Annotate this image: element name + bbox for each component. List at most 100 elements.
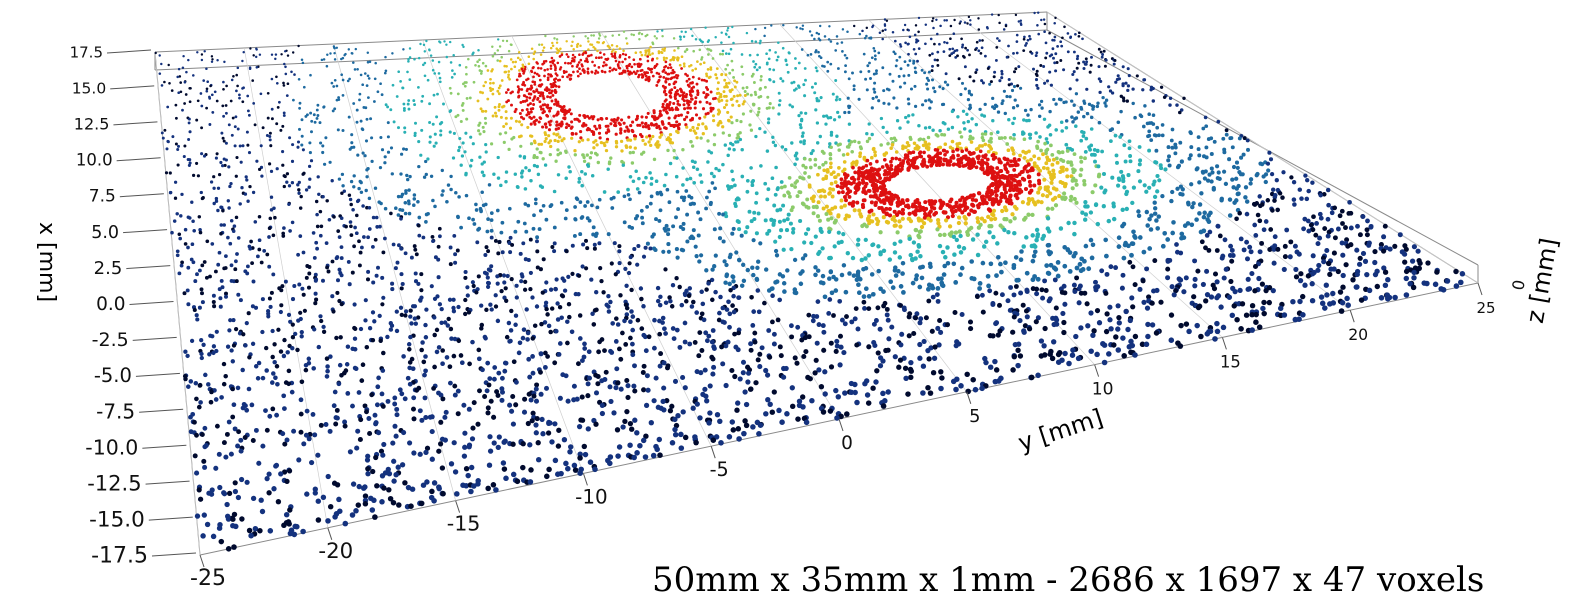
data-point — [675, 120, 678, 123]
data-point — [1012, 133, 1016, 137]
data-point — [753, 66, 756, 69]
data-point — [215, 157, 218, 160]
data-point — [584, 266, 588, 270]
data-point — [591, 43, 594, 46]
data-point — [338, 177, 341, 180]
data-point — [1012, 231, 1016, 235]
data-point — [527, 258, 531, 262]
data-point — [563, 117, 566, 120]
data-point — [526, 89, 529, 92]
data-point — [870, 133, 873, 136]
data-point — [525, 307, 529, 311]
data-point — [1043, 30, 1046, 33]
data-point — [611, 69, 614, 72]
data-point — [1170, 190, 1174, 194]
data-point — [334, 336, 338, 340]
data-point — [598, 37, 600, 39]
data-point — [161, 84, 164, 87]
data-point — [186, 246, 190, 250]
data-point — [491, 46, 493, 48]
data-point — [624, 284, 628, 288]
data-point — [494, 239, 498, 243]
data-point — [573, 118, 576, 121]
data-point — [1174, 146, 1178, 150]
data-point — [424, 160, 427, 163]
data-point — [336, 229, 340, 233]
data-point — [978, 108, 981, 111]
data-point — [436, 93, 439, 96]
data-point — [860, 224, 864, 228]
data-point — [371, 310, 375, 314]
data-point — [641, 121, 644, 124]
data-point — [848, 77, 851, 80]
data-point — [684, 189, 688, 193]
data-point — [824, 212, 828, 216]
data-point — [529, 93, 532, 96]
data-point — [621, 61, 624, 64]
data-point — [544, 35, 546, 37]
data-point — [505, 117, 508, 120]
data-point — [706, 281, 710, 285]
data-point — [922, 221, 926, 225]
data-point — [174, 197, 177, 200]
data-point — [875, 95, 878, 98]
data-point — [295, 348, 299, 352]
data-point — [379, 82, 382, 85]
data-point — [558, 85, 561, 88]
data-point — [746, 86, 749, 89]
data-point — [192, 260, 196, 264]
data-point — [532, 67, 535, 70]
data-point — [1170, 139, 1174, 143]
data-point — [420, 100, 423, 103]
data-point — [642, 255, 646, 259]
data-point — [864, 191, 868, 195]
data-point — [817, 200, 821, 204]
data-point — [760, 75, 763, 78]
data-point — [297, 283, 301, 287]
data-point — [833, 221, 837, 225]
data-point — [920, 225, 924, 229]
data-point — [452, 54, 455, 57]
data-point — [465, 285, 469, 289]
data-point — [1010, 164, 1014, 168]
data-point — [1047, 229, 1051, 233]
data-point — [689, 82, 692, 85]
data-point — [381, 148, 384, 151]
data-point — [967, 120, 970, 123]
data-point — [579, 200, 583, 204]
data-point — [572, 54, 575, 57]
data-point — [371, 338, 375, 342]
data-point — [1086, 112, 1089, 115]
data-point — [963, 56, 966, 59]
data-point — [452, 156, 455, 159]
data-point — [430, 175, 433, 178]
data-point — [450, 61, 453, 64]
data-point — [449, 110, 452, 113]
data-point — [1028, 136, 1032, 140]
data-point — [850, 150, 854, 154]
data-point — [989, 140, 993, 144]
data-point — [578, 232, 582, 236]
data-point — [384, 72, 387, 75]
data-point — [740, 65, 743, 68]
data-point — [952, 156, 956, 160]
data-point — [672, 72, 675, 75]
data-point — [647, 140, 650, 143]
data-point — [1040, 19, 1042, 21]
data-point — [841, 50, 844, 53]
data-point — [750, 266, 754, 270]
data-point — [186, 288, 190, 292]
data-point — [561, 75, 564, 78]
data-point — [477, 49, 480, 52]
data-point — [298, 128, 301, 131]
data-point — [731, 143, 734, 146]
data-point — [646, 71, 649, 74]
data-point — [913, 85, 916, 88]
data-point — [193, 308, 197, 312]
data-point — [484, 122, 487, 125]
data-point — [353, 327, 357, 331]
data-point — [184, 81, 187, 84]
data-point — [546, 115, 549, 118]
data-point — [676, 190, 680, 194]
data-point — [205, 276, 209, 280]
